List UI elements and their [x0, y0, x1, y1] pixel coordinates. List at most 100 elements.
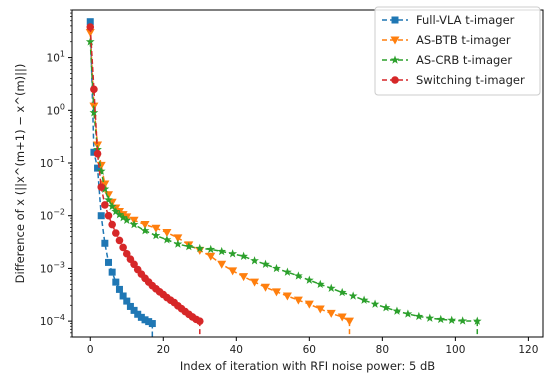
- data-point: [108, 268, 116, 276]
- data-point: [97, 183, 106, 191]
- data-point: [104, 195, 113, 204]
- legend-label: AS-CRB t-imager: [416, 53, 512, 67]
- data-point: [122, 249, 131, 258]
- data-point: [100, 184, 110, 193]
- data-point: [447, 315, 457, 324]
- data-point: [130, 306, 138, 314]
- data-point: [250, 256, 259, 265]
- data-point: [115, 236, 124, 245]
- data-point: [104, 211, 113, 220]
- plot-area: [85, 18, 482, 337]
- data-point: [101, 201, 109, 209]
- legend-label: Full-VLA t-imager: [416, 13, 515, 27]
- data-point: [304, 275, 314, 284]
- data-point: [100, 180, 110, 189]
- x-tick-label: 40: [230, 344, 243, 356]
- data-point: [108, 220, 116, 229]
- legend-box: [374, 6, 541, 96]
- data-point: [283, 267, 292, 276]
- data-point: [425, 313, 435, 322]
- data-point: [217, 246, 227, 256]
- data-point: [96, 166, 106, 175]
- data-point: [162, 229, 172, 238]
- data-point: [151, 224, 161, 233]
- y-tick-label: 10−1: [40, 155, 65, 170]
- legend-label: Switching t-imager: [416, 73, 525, 87]
- legend-marker: [391, 76, 399, 84]
- data-point: [195, 243, 205, 253]
- data-point: [392, 306, 402, 315]
- data-point: [173, 239, 183, 248]
- data-point: [129, 219, 139, 229]
- data-point: [89, 108, 99, 117]
- data-point: [151, 230, 161, 240]
- data-point: [105, 258, 113, 266]
- data-point: [148, 320, 156, 328]
- data-point: [115, 210, 124, 219]
- data-point: [173, 234, 183, 243]
- data-point: [261, 259, 270, 268]
- data-point: [348, 291, 358, 300]
- data-point: [414, 311, 424, 321]
- legend-entry: AS-BTB t-imager: [382, 33, 511, 47]
- legend-marker: [391, 16, 399, 24]
- data-point: [337, 313, 347, 322]
- data-point: [137, 313, 145, 321]
- data-point: [94, 164, 102, 172]
- data-point: [85, 28, 95, 37]
- data-point: [107, 201, 117, 211]
- data-point: [112, 278, 120, 286]
- data-point: [326, 309, 336, 318]
- data-point: [294, 271, 303, 280]
- legend-entry: Full-VLA t-imager: [382, 13, 515, 27]
- data-point: [130, 260, 138, 269]
- data-point: [111, 206, 121, 216]
- data-point: [195, 317, 204, 325]
- data-point: [458, 316, 468, 325]
- series-1: [86, 18, 156, 337]
- data-point: [282, 292, 292, 301]
- data-point: [115, 285, 123, 293]
- data-point: [304, 300, 314, 309]
- axes-frame: [71, 9, 544, 338]
- data-point: [145, 318, 153, 326]
- data-point: [86, 18, 94, 26]
- data-point: [119, 292, 127, 300]
- data-point: [112, 229, 120, 237]
- legend-marker: [390, 36, 400, 45]
- x-axis-label: Index of iteration with RFI noise power:…: [180, 359, 435, 373]
- data-point: [86, 23, 95, 31]
- x-tick-label: 120: [518, 344, 538, 356]
- data-point: [337, 287, 347, 297]
- data-point: [119, 243, 127, 252]
- legend-label: AS-BTB t-imager: [416, 33, 511, 47]
- y-tick-label: 10−2: [40, 208, 65, 223]
- data-point: [140, 221, 150, 230]
- series-line: [89, 32, 350, 322]
- data-point: [326, 283, 336, 293]
- data-point: [228, 249, 238, 258]
- axes: 0 20 40 60 80 100 120 10−4 10−3 10−2 10−1 100 101: [40, 9, 544, 356]
- y-tick-label: 101: [47, 50, 65, 65]
- data-point: [126, 302, 134, 310]
- data-point: [344, 317, 354, 326]
- data-point: [472, 316, 482, 325]
- data-point: [228, 267, 238, 276]
- series-4: [86, 23, 204, 337]
- data-point: [85, 37, 95, 46]
- data-point: [261, 283, 271, 292]
- data-point: [93, 149, 102, 158]
- data-point: [403, 309, 413, 318]
- data-point: [97, 212, 105, 220]
- data-point: [271, 288, 281, 297]
- data-point: [101, 239, 109, 247]
- data-point: [315, 305, 325, 314]
- legend-entry: AS-CRB t-imager: [382, 53, 512, 67]
- data-point: [184, 241, 194, 251]
- x-tick-label: 60: [303, 344, 316, 356]
- data-point: [359, 295, 369, 304]
- y-axis-label: Difference of x (||x^(m+1) − x^(m)||): [13, 64, 27, 284]
- data-point: [141, 316, 149, 324]
- legend: Full-VLA t-imager AS-BTB t-imager AS-CRB t…: [374, 6, 541, 96]
